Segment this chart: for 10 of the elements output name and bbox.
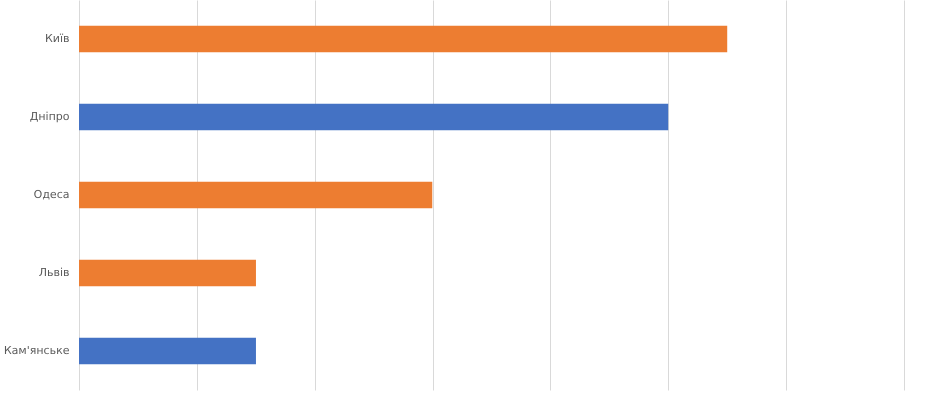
y-tick-label: Дніпро — [30, 110, 70, 123]
y-tick-label: Одеса — [34, 188, 70, 201]
y-tick-label: Кам'янське — [4, 344, 70, 357]
bar — [79, 338, 256, 364]
bar — [79, 260, 256, 286]
y-tick-label: Київ — [45, 32, 70, 45]
bar — [79, 182, 432, 208]
bar — [79, 26, 728, 52]
y-tick-label: Львів — [38, 266, 70, 279]
bar — [79, 104, 668, 130]
